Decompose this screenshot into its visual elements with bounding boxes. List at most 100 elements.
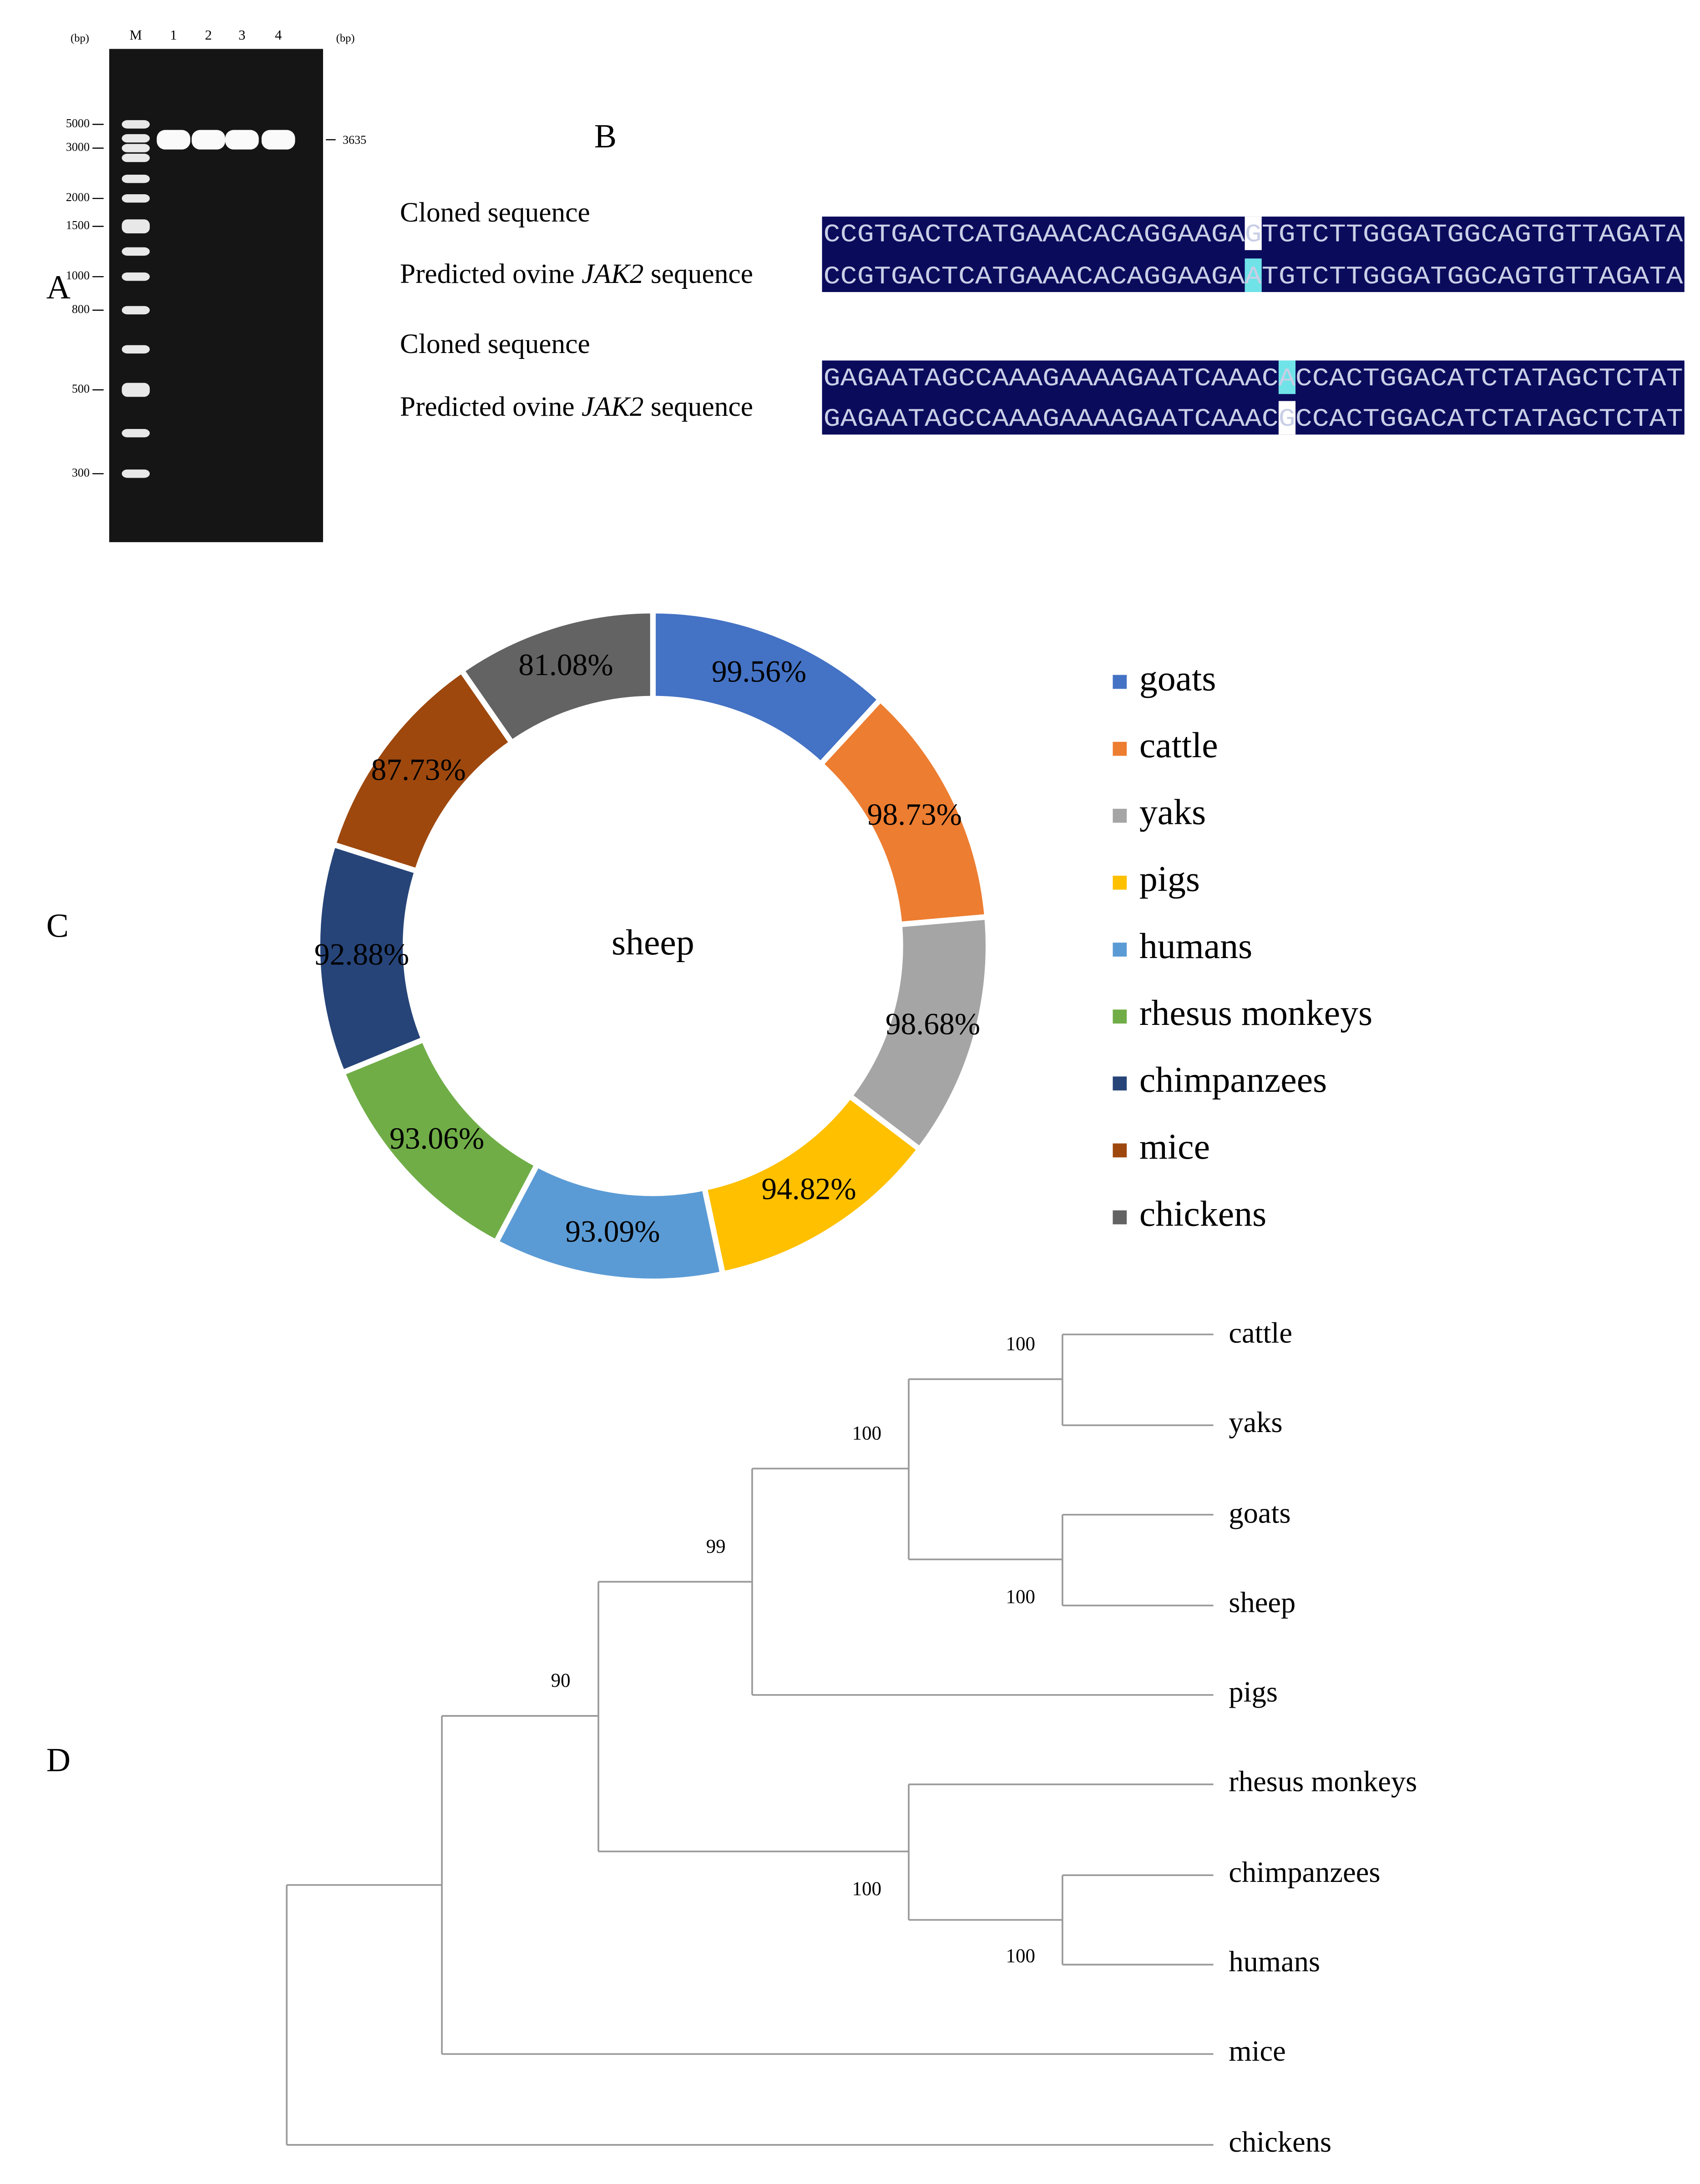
panel-letter: C bbox=[46, 907, 69, 944]
ladder-band bbox=[121, 469, 150, 478]
bootstrap-value: 100 bbox=[852, 1878, 882, 1900]
leaf-label: rhesus monkeys bbox=[1229, 1765, 1417, 1797]
legend-label: chimpanzees bbox=[1139, 1060, 1327, 1100]
data-label: 93.06% bbox=[390, 1121, 484, 1155]
branch bbox=[751, 1468, 1214, 1696]
bootstrap-value: 100 bbox=[852, 1422, 882, 1444]
lane-label: 1 bbox=[170, 27, 177, 43]
bootstrap-value: 100 bbox=[1006, 1945, 1035, 1967]
panel-letter: B bbox=[594, 117, 617, 155]
legend-label: goats bbox=[1139, 658, 1216, 698]
mismatch-highlight bbox=[1245, 258, 1262, 292]
sequence: GAGAATAGCCAAAGAAAAGAATCAAACACCACTGGACATC… bbox=[824, 364, 1683, 393]
data-label: 94.82% bbox=[761, 1172, 856, 1206]
ladder-band bbox=[121, 153, 150, 162]
legend-swatch bbox=[1113, 876, 1127, 890]
panel-letter: A bbox=[46, 268, 71, 306]
bootstrap-value: 99 bbox=[706, 1536, 726, 1557]
mismatch-highlight bbox=[1278, 360, 1296, 394]
ladder-band bbox=[121, 219, 150, 233]
bootstrap-value: 100 bbox=[1006, 1333, 1035, 1355]
ladder-label: 800 bbox=[72, 303, 90, 316]
lane-label: M bbox=[130, 27, 142, 43]
lane-label: 3 bbox=[238, 27, 245, 43]
legend-swatch bbox=[1113, 741, 1127, 756]
legend-swatch bbox=[1113, 1210, 1127, 1225]
ladder-band bbox=[121, 383, 150, 397]
branch bbox=[597, 1581, 909, 1852]
legend-label: chickens bbox=[1139, 1194, 1266, 1234]
leaf-label: mice bbox=[1229, 2035, 1285, 2067]
data-label: 98.68% bbox=[885, 1007, 980, 1041]
legend-label: pigs bbox=[1139, 859, 1200, 899]
row-label: Cloned sequence bbox=[400, 197, 590, 228]
leaf-label: chimpanzees bbox=[1229, 1856, 1380, 1888]
legend-swatch bbox=[1113, 943, 1127, 957]
branch bbox=[908, 1783, 1214, 1921]
leaf-label: goats bbox=[1229, 1497, 1290, 1529]
leaf-label: cattle bbox=[1229, 1316, 1292, 1349]
alignment-background bbox=[822, 360, 1685, 435]
ladder-label: 1500 bbox=[66, 219, 90, 232]
label-part: sequence bbox=[651, 391, 753, 422]
data-label: 93.09% bbox=[565, 1214, 660, 1248]
ladder-label: 2000 bbox=[66, 191, 90, 204]
leaf-label: sheep bbox=[1229, 1586, 1295, 1619]
ladder-band bbox=[121, 272, 150, 281]
gene-name: JAK2 bbox=[582, 391, 643, 422]
ladder-label: 1000 bbox=[66, 269, 90, 282]
leaf-label: pigs bbox=[1229, 1676, 1278, 1708]
label-part: Predicted ovine bbox=[400, 391, 575, 422]
gene-name: JAK2 bbox=[582, 258, 643, 289]
row-label: Cloned sequence bbox=[400, 328, 590, 359]
donut-segment bbox=[457, 608, 656, 747]
leaf-label: humans bbox=[1229, 1946, 1320, 1978]
data-label: 81.08% bbox=[518, 648, 613, 682]
data-label: 92.88% bbox=[314, 938, 409, 972]
legend-label: humans bbox=[1139, 926, 1252, 966]
product-size: 3635 bbox=[343, 133, 366, 146]
lane-label: 2 bbox=[205, 27, 212, 43]
branch bbox=[908, 1378, 1062, 1560]
unit-label: (bp) bbox=[71, 32, 89, 45]
branch bbox=[441, 1715, 1214, 2055]
leaf-label: yaks bbox=[1229, 1406, 1282, 1438]
ladder-band bbox=[121, 194, 150, 203]
ladder-band bbox=[121, 345, 150, 354]
center-label: sheep bbox=[612, 923, 694, 963]
legend-swatch bbox=[1113, 1076, 1127, 1091]
ladder-band bbox=[121, 306, 150, 315]
ladder-label: 3000 bbox=[66, 141, 90, 154]
legend-label: mice bbox=[1139, 1127, 1210, 1167]
ladder-label: 500 bbox=[72, 382, 90, 395]
leaf-label: chickens bbox=[1229, 2126, 1331, 2158]
ladder-band bbox=[121, 174, 150, 183]
lane-label: 4 bbox=[275, 27, 282, 43]
ladder-band bbox=[121, 247, 150, 256]
ladder-band bbox=[121, 429, 150, 438]
row-label: Predicted ovine JAK2 sequence bbox=[400, 391, 753, 422]
legend-label: cattle bbox=[1139, 725, 1218, 765]
data-label: 99.56% bbox=[712, 654, 806, 688]
ladder-band bbox=[121, 134, 150, 143]
ladder-band bbox=[121, 120, 150, 129]
legend-swatch bbox=[1113, 808, 1127, 823]
sample-band bbox=[192, 130, 225, 150]
branch bbox=[286, 1884, 1214, 2146]
sequence: GAGAATAGCCAAAGAAAAGAATCAAACGCCACTGGACATC… bbox=[824, 405, 1683, 434]
sample-band bbox=[157, 130, 191, 150]
unit-label: (bp) bbox=[336, 32, 355, 45]
sample-band bbox=[225, 130, 259, 150]
sample-band bbox=[261, 130, 295, 150]
label-part: sequence bbox=[651, 258, 753, 289]
data-label: 98.73% bbox=[867, 797, 962, 832]
panel-letter: D bbox=[46, 1741, 71, 1778]
sequence: CCGTGACTCATGAAACACAGGAAGAGTGTCTTGGGATGGC… bbox=[824, 221, 1684, 249]
row-label: Predicted ovine JAK2 sequence bbox=[400, 258, 753, 289]
bootstrap-value: 90 bbox=[551, 1670, 571, 1691]
mismatch-highlight bbox=[1278, 401, 1296, 435]
legend-swatch bbox=[1113, 675, 1127, 689]
bootstrap-value: 100 bbox=[1006, 1586, 1035, 1608]
